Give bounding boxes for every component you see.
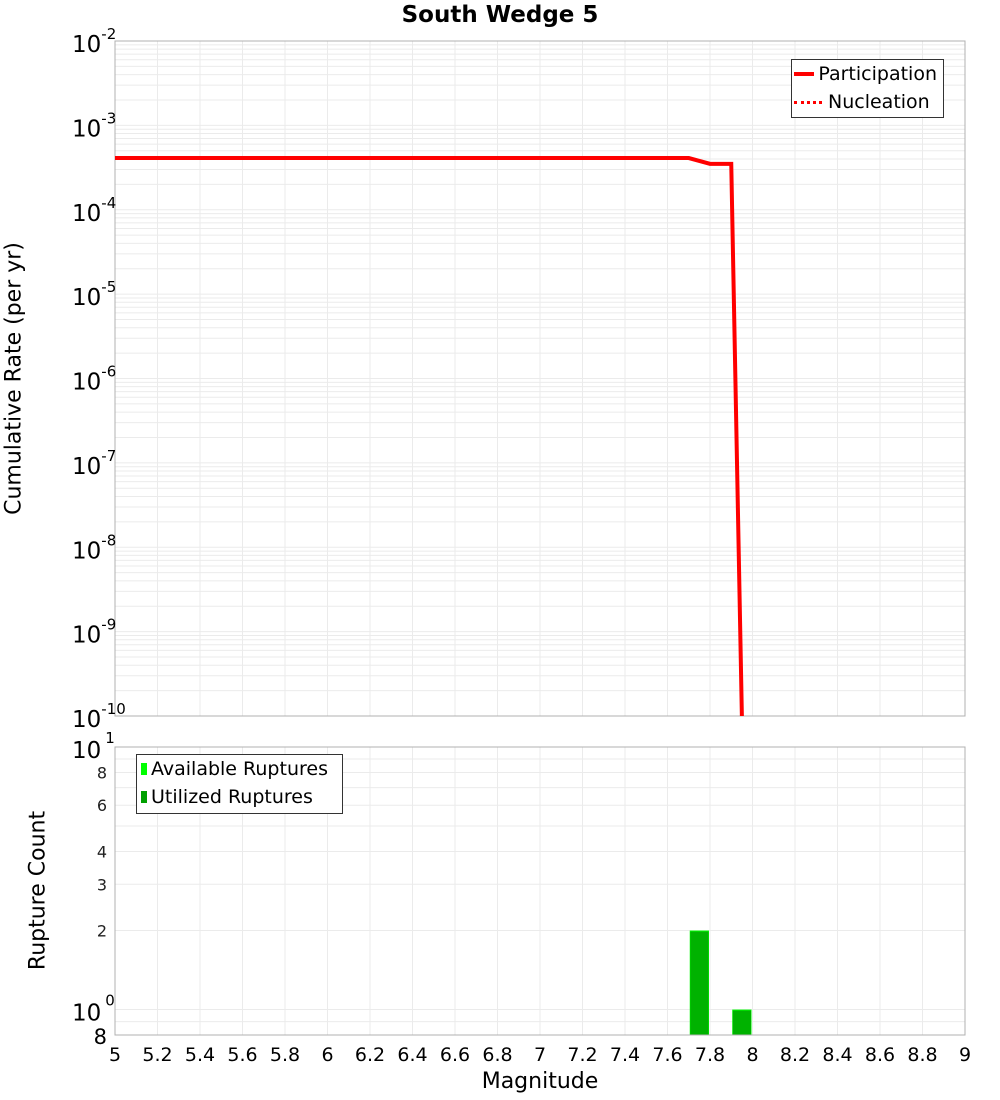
top-plot-grid (115, 41, 965, 716)
svg-text:7.8: 7.8 (695, 1044, 725, 1066)
svg-text:2: 2 (97, 922, 107, 941)
svg-text:8.4: 8.4 (822, 1044, 852, 1066)
svg-text:5.4: 5.4 (185, 1044, 215, 1066)
svg-text:5.2: 5.2 (142, 1044, 172, 1066)
svg-text:10-6: 10-6 (72, 363, 116, 396)
svg-text:8: 8 (94, 1025, 107, 1049)
top-legend: Participation Nucleation (791, 59, 944, 118)
utilized-rupture-bar (690, 932, 708, 1035)
svg-text:10-5: 10-5 (72, 278, 116, 311)
bottom-legend: Available Ruptures Utilized Ruptures (136, 754, 343, 814)
x-tick-labels: 5 5.2 5.4 5.6 5.8 6 6.2 6.4 6.6 6.8 7 7.2 7.4 7.6 7.8 8… (109, 1044, 971, 1066)
bright-green-swatch-icon (141, 763, 147, 775)
legend-label: Available Ruptures (151, 758, 328, 780)
legend-label: Nucleation (828, 91, 930, 113)
top-y-axis-label: Cumulative Rate (per yr) (2, 229, 27, 529)
x-axis-label: Magnitude (440, 1069, 640, 1094)
svg-text:10-10: 10-10 (72, 700, 126, 733)
svg-text:6.4: 6.4 (397, 1044, 427, 1066)
dotted-line-swatch-icon (794, 101, 822, 104)
svg-text:7.2: 7.2 (567, 1044, 597, 1066)
svg-text:101: 101 (72, 729, 115, 764)
svg-text:5.8: 5.8 (270, 1044, 300, 1066)
svg-text:8.6: 8.6 (865, 1044, 895, 1066)
legend-label: Participation (818, 63, 937, 85)
legend-item-nucleation: Nucleation (792, 88, 943, 116)
svg-text:6.6: 6.6 (440, 1044, 470, 1066)
svg-text:8: 8 (746, 1044, 758, 1066)
solid-line-swatch-icon (794, 72, 814, 76)
legend-item-available-ruptures: Available Ruptures (137, 755, 342, 783)
dark-green-swatch-icon (141, 791, 147, 803)
svg-text:10-4: 10-4 (72, 194, 116, 227)
svg-text:5.6: 5.6 (227, 1044, 257, 1066)
svg-text:6: 6 (321, 1044, 333, 1066)
svg-text:6: 6 (97, 796, 107, 815)
bottom-y-axis-label: Rupture Count (26, 791, 51, 991)
legend-item-participation: Participation (792, 60, 943, 88)
svg-text:3: 3 (97, 875, 107, 894)
chart-canvas: 10-2 10-3 10-4 10-5 10-6 10-7 10-8 10-9 10-10101… (0, 0, 1000, 1100)
svg-text:10-8: 10-8 (72, 531, 116, 564)
svg-text:6.2: 6.2 (355, 1044, 385, 1066)
svg-text:10-9: 10-9 (72, 616, 116, 649)
svg-text:4: 4 (97, 842, 107, 861)
legend-label: Utilized Ruptures (151, 786, 313, 808)
utilized-rupture-bar (733, 1011, 751, 1035)
svg-text:8: 8 (97, 763, 107, 782)
svg-text:7: 7 (534, 1044, 546, 1066)
svg-text:7.6: 7.6 (652, 1044, 682, 1066)
svg-text:8.8: 8.8 (907, 1044, 937, 1066)
svg-text:10-2: 10-2 (72, 25, 116, 58)
svg-text:8.2: 8.2 (780, 1044, 810, 1066)
svg-text:9: 9 (959, 1044, 971, 1066)
svg-text:5: 5 (109, 1044, 121, 1066)
svg-text:10-7: 10-7 (72, 447, 116, 480)
bottom-y-tick-labels: 101100864328 (72, 729, 115, 1049)
svg-text:100: 100 (72, 992, 115, 1027)
legend-item-utilized-ruptures: Utilized Ruptures (137, 783, 342, 811)
svg-text:6.8: 6.8 (482, 1044, 512, 1066)
rupture-count-bars (690, 931, 752, 1035)
svg-text:10-3: 10-3 (72, 109, 116, 142)
svg-text:7.4: 7.4 (610, 1044, 640, 1066)
